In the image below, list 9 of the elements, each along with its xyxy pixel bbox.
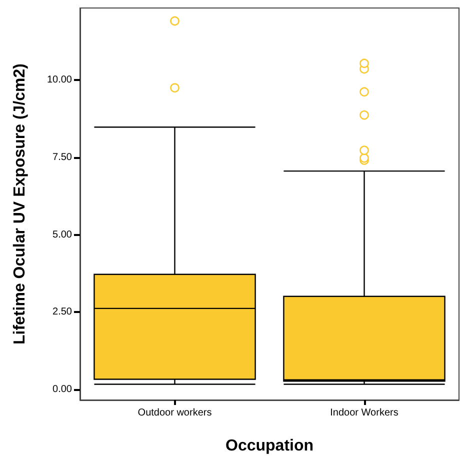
x-tick-label: Outdoor workers [138, 408, 212, 418]
x-tick-label: Indoor Workers [330, 408, 398, 418]
x-axis-title: Occupation [225, 438, 314, 454]
y-tick-label: 2.50 [52, 306, 72, 318]
y-tick-label: 10.00 [46, 74, 72, 86]
y-tick-label: 7.50 [52, 152, 72, 163]
y-tick-label: 5.00 [52, 229, 72, 240]
y-tick-label: 0.00 [52, 384, 72, 395]
y-axis-title: Lifetime Ocular UV Exposure (J/cm2) [12, 64, 28, 344]
